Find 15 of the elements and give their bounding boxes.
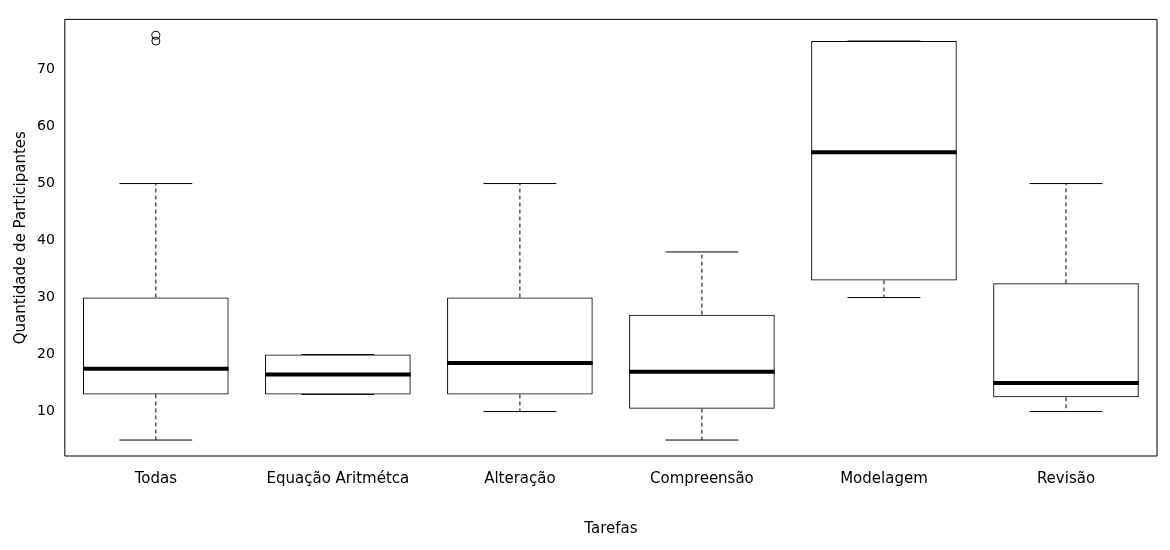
y-tick-label: 50: [36, 174, 55, 191]
x-tick-label: Compreensão: [650, 468, 754, 487]
y-tick-label: 40: [36, 231, 55, 248]
y-tick-label: 30: [36, 288, 55, 305]
x-tick-label: Modelagem: [840, 468, 928, 487]
y-axis-title: Quantidade de Participantes: [10, 130, 29, 345]
x-tick-label: Equação Aritmétca: [266, 468, 410, 487]
x-axis-title: Tarefas: [583, 518, 638, 537]
y-tick-label: 10: [36, 402, 55, 419]
x-tick-label: Todas: [133, 468, 178, 487]
x-tick-label: Alteração: [484, 468, 556, 487]
x-tick-label: Revisão: [1036, 468, 1096, 487]
y-tick-label: 20: [36, 345, 55, 362]
y-tick-label: 70: [36, 60, 55, 77]
y-tick-label: 60: [36, 117, 55, 134]
